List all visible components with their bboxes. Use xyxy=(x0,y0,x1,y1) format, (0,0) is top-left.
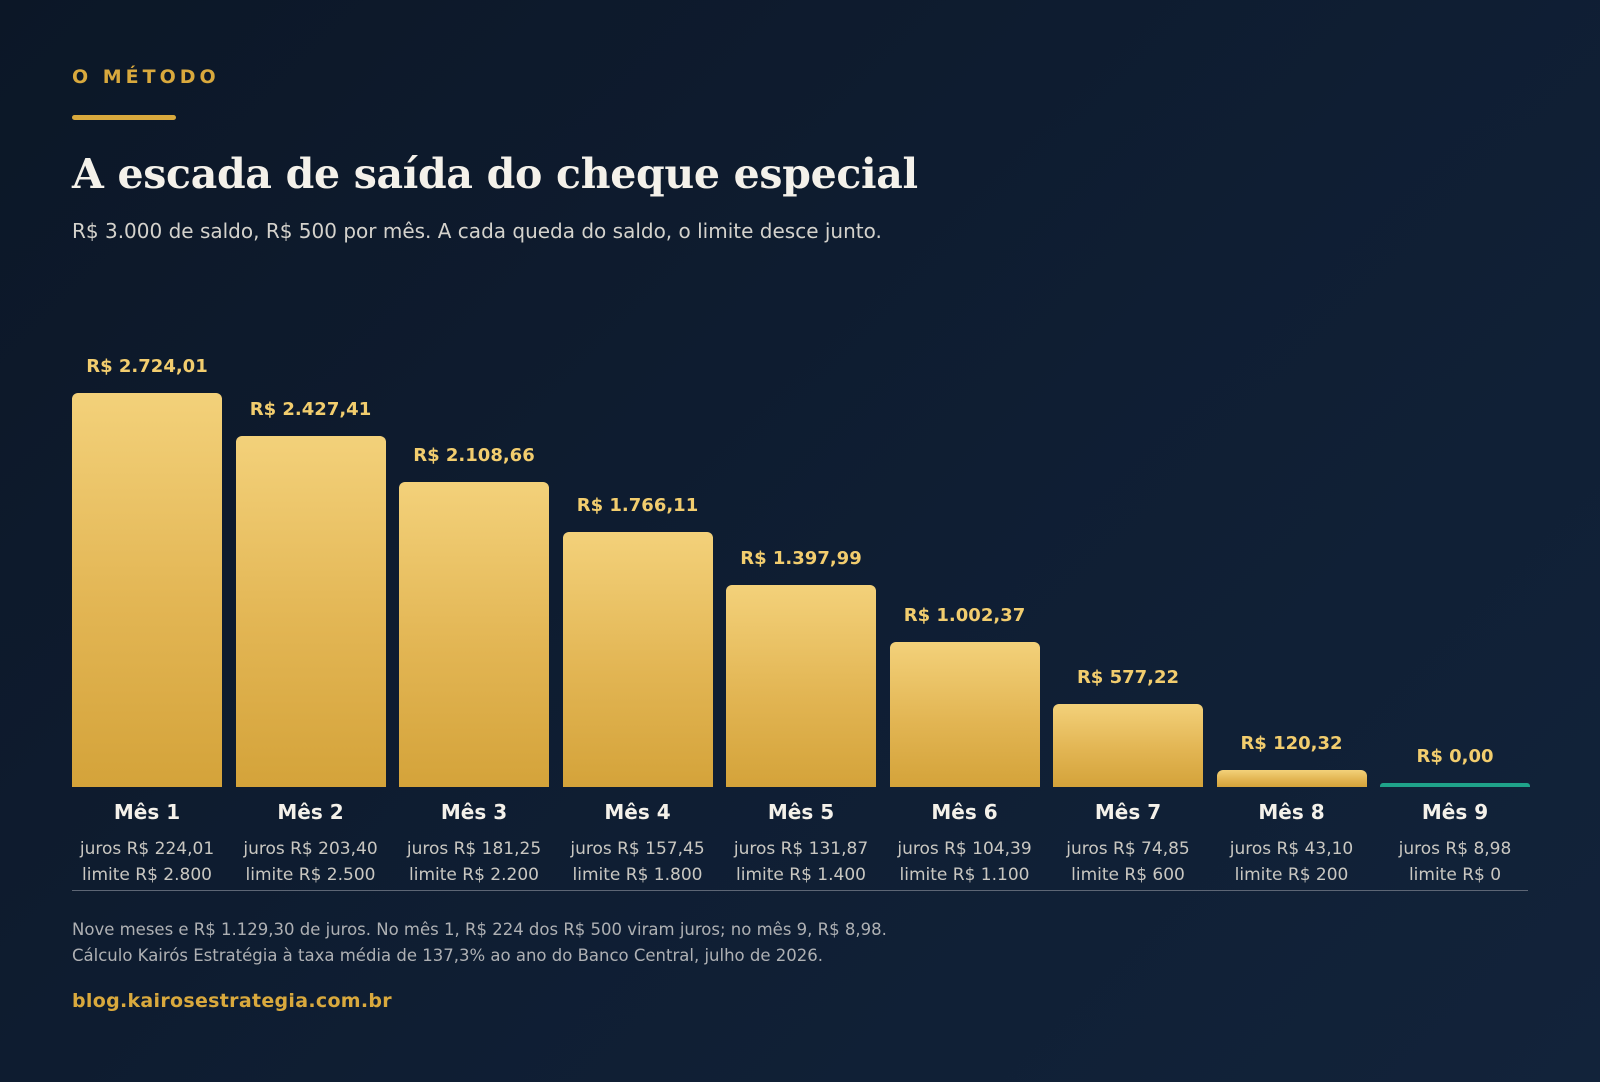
category-label-1: Mês 1 xyxy=(113,800,181,824)
footnote-line-2: Cálculo Kairós Estratégia à taxa média d… xyxy=(72,946,823,965)
category-label-5: Mês 5 xyxy=(767,800,835,824)
section-eyebrow: O MÉTODO xyxy=(72,66,220,88)
bar-6 xyxy=(889,642,1040,787)
eyebrow-divider xyxy=(72,115,176,120)
category-label-4: Mês 4 xyxy=(604,800,671,824)
bar-7 xyxy=(1053,703,1203,787)
limite-label-9: limite R$ 0 xyxy=(1408,865,1502,885)
limite-label-4: limite R$ 1.800 xyxy=(572,865,703,885)
limite-label-5: limite R$ 1.400 xyxy=(736,865,866,885)
page-subtitle: R$ 3.000 de saldo, R$ 500 por mês. A cad… xyxy=(72,219,882,243)
limite-label-3: limite R$ 2.200 xyxy=(409,865,539,885)
limite-label-7: limite R$ 600 xyxy=(1071,865,1185,885)
category-label-7: Mês 7 xyxy=(1094,800,1162,824)
bar-3 xyxy=(399,482,549,787)
bar-2 xyxy=(235,435,386,787)
limite-label-6: limite R$ 1.100 xyxy=(899,865,1030,885)
category-label-9: Mês 9 xyxy=(1421,800,1489,824)
category-label-3: Mês 3 xyxy=(440,800,508,824)
chart-baseline xyxy=(72,890,1528,891)
juros-label-7: juros R$ 74,85 xyxy=(1066,839,1190,859)
category-label-2: Mês 2 xyxy=(277,800,344,824)
blog-link[interactable]: blog.kairosestrategia.com.br xyxy=(72,990,392,1012)
juros-label-4: juros R$ 157,45 xyxy=(570,839,705,859)
bar-value-label-5: R$ 1.397,99 xyxy=(740,547,862,569)
limite-label-1: limite R$ 2.800 xyxy=(82,865,212,885)
juros-label-9: juros R$ 8,98 xyxy=(1398,839,1512,859)
bar-8 xyxy=(1216,769,1367,787)
bar-value-label-9: R$ 0,00 xyxy=(1416,746,1494,767)
juros-label-8: juros R$ 43,10 xyxy=(1229,839,1354,859)
bar-1 xyxy=(72,393,222,787)
bar-5 xyxy=(726,584,876,787)
bar-value-label-8: R$ 120,32 xyxy=(1240,732,1343,754)
juros-label-2: juros R$ 203,40 xyxy=(243,839,378,859)
juros-label-5: juros R$ 131,87 xyxy=(733,839,869,859)
category-label-6: Mês 6 xyxy=(931,800,998,824)
bar-value-label-6: R$ 1.002,37 xyxy=(903,605,1026,627)
limite-label-2: limite R$ 2.500 xyxy=(245,865,376,885)
bar-value-label-1: R$ 2.724,01 xyxy=(86,356,208,377)
juros-label-6: juros R$ 104,39 xyxy=(897,839,1032,859)
juros-label-3: juros R$ 181,25 xyxy=(406,839,542,859)
category-label-8: Mês 8 xyxy=(1258,800,1325,824)
bar-value-label-3: R$ 2.108,66 xyxy=(413,445,535,466)
bar-value-label-7: R$ 577,22 xyxy=(1076,666,1180,688)
bar-value-label-4: R$ 1.766,11 xyxy=(576,494,699,516)
bar-value-label-2: R$ 2.427,41 xyxy=(249,398,372,420)
limite-label-8: limite R$ 200 xyxy=(1234,865,1349,885)
bar-4 xyxy=(562,531,713,787)
juros-label-1: juros R$ 224,01 xyxy=(79,839,215,859)
page-title: A escada de saída do cheque especial xyxy=(72,150,918,198)
bar-9 xyxy=(1380,783,1530,787)
footnote-line-1: Nove meses e R$ 1.129,30 de juros. No mê… xyxy=(72,920,887,939)
